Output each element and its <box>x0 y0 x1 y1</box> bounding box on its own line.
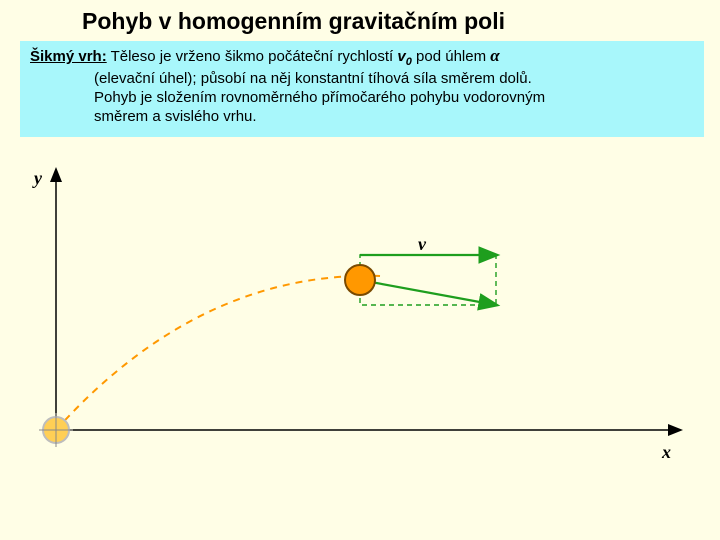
y-axis-label: y <box>34 168 42 189</box>
def-line1a: Těleso je vrženo šikmo počáteční rychlos… <box>107 48 398 65</box>
definition-heading: Šikmý vrh: <box>30 48 107 65</box>
slide-page: Pohyb v homogenním gravitačním poli Šikm… <box>0 0 720 540</box>
x-axis-label: x <box>662 442 671 463</box>
v0-symbol: v <box>397 48 405 65</box>
alpha-symbol: α <box>490 46 499 65</box>
diagram-svg <box>0 160 720 540</box>
page-title: Pohyb v homogenním gravitačním poli <box>0 0 720 41</box>
velocity-label: v <box>418 234 426 255</box>
trajectory-diagram: y x v <box>0 160 720 540</box>
def-line4: směrem a svislého vrhu. <box>30 107 694 126</box>
definition-box: Šikmý vrh: Těleso je vrženo šikmo počáte… <box>20 41 704 137</box>
def-line2: (elevační úhel); působí na něj konstantn… <box>30 69 694 88</box>
def-line1b: pod úhlem <box>412 48 490 65</box>
def-line3: Pohyb je složením rovnoměrného přímočaré… <box>30 88 694 107</box>
